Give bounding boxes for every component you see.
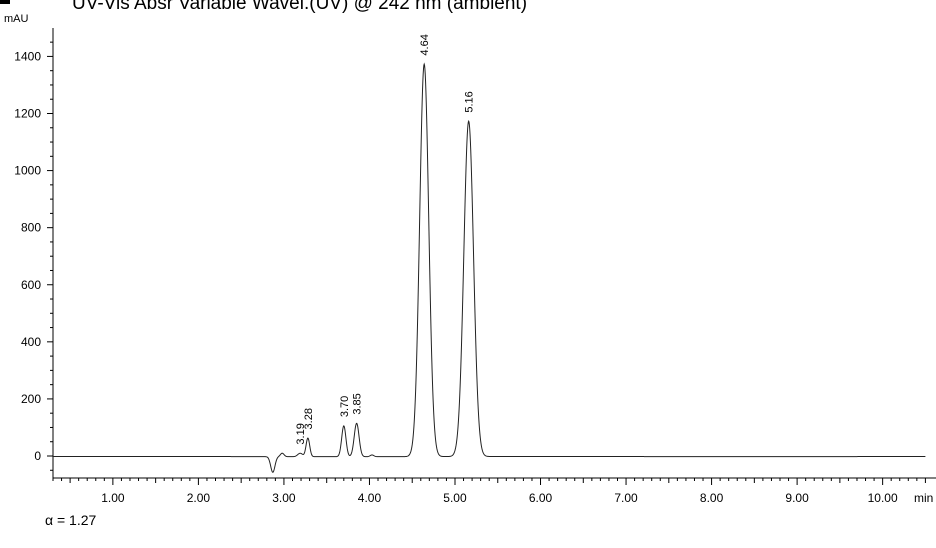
peak-label: 3.28 <box>303 408 315 429</box>
x-tick-label: 3.00 <box>272 491 296 505</box>
x-tick-label: 5.00 <box>443 491 467 505</box>
y-tick-label: 1400 <box>14 49 41 63</box>
y-tick-label: 200 <box>21 392 41 406</box>
y-tick-label: 1200 <box>14 107 41 121</box>
title-marker <box>0 0 10 4</box>
x-tick-label: 4.00 <box>358 491 382 505</box>
chart-title: UV-Vis Absr Variable Wavel.(UV) @ 242 nm… <box>0 0 527 15</box>
peak-label: 5.16 <box>464 91 476 112</box>
y-tick-label: 1000 <box>14 164 41 178</box>
chart-title-text: UV-Vis Absr Variable Wavel.(UV) @ 242 nm… <box>72 0 528 14</box>
y-tick-label: 800 <box>21 221 41 235</box>
x-tick-label: 1.00 <box>101 491 125 505</box>
chromatogram-trace <box>53 62 926 473</box>
y-tick-label: 0 <box>34 449 41 463</box>
x-tick-label: 7.00 <box>614 491 638 505</box>
peak-labels: 3.193.28 3.70 3.85 4.64 5.16 <box>295 34 475 444</box>
x-axis-unit-label: min <box>914 491 933 505</box>
x-tick-label: 9.00 <box>785 491 809 505</box>
axes: mAU 0 200 400 600 800 1000 1200 1400 1.00 2.00 3.00… <box>4 13 936 505</box>
y-tick-label: 400 <box>21 335 41 349</box>
x-tick-label: 10.00 <box>868 491 898 505</box>
peak-label: 4.64 <box>419 34 431 55</box>
alpha-annotation: α = 1.27 <box>45 512 97 528</box>
peak-label: 3.19 <box>295 423 307 444</box>
x-tick-label: 2.00 <box>187 491 211 505</box>
peak-label: 3.70 <box>339 396 351 417</box>
x-tick-label: 8.00 <box>700 491 724 505</box>
y-axis-unit-label: mAU <box>4 13 29 25</box>
peak-label: 3.85 <box>352 393 364 414</box>
y-tick-label: 600 <box>21 278 41 292</box>
x-tick-label: 6.00 <box>529 491 553 505</box>
